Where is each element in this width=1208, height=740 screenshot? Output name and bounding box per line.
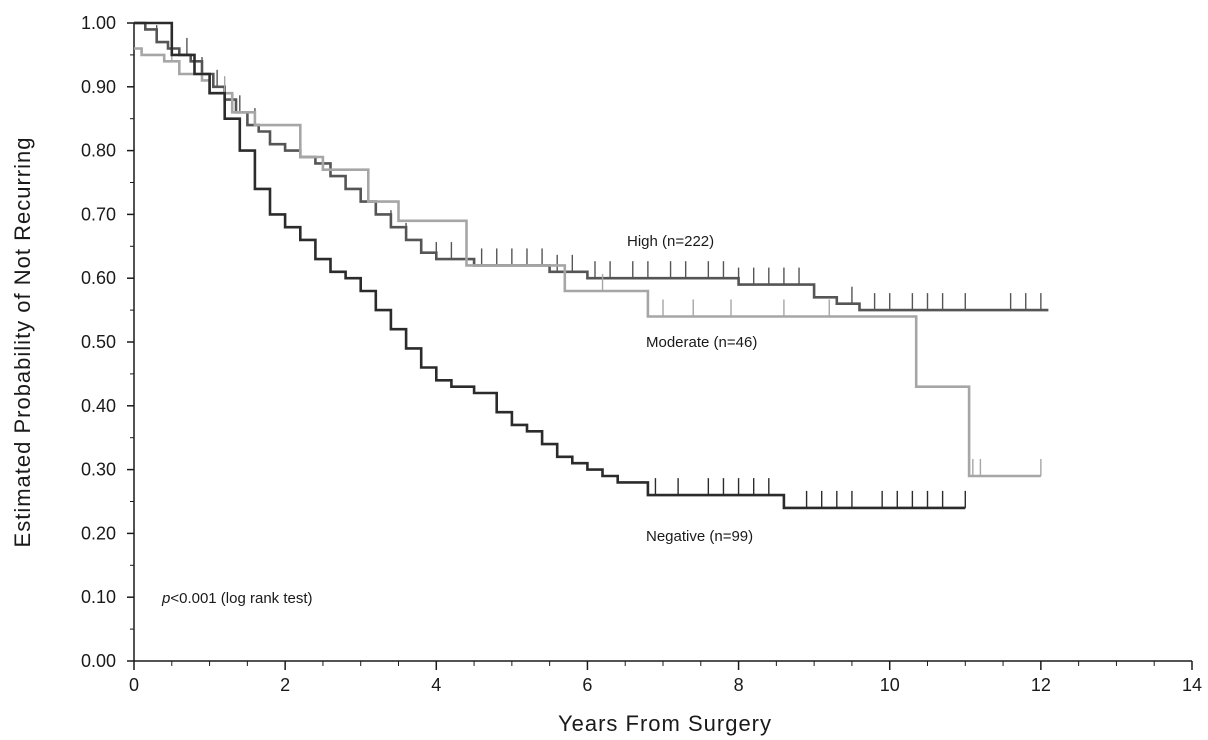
survival-curves [134,21,1049,510]
y-tick-label: 0.10 [81,587,116,607]
x-tick-label: 4 [431,675,441,695]
x-tick-label: 12 [1031,675,1051,695]
p-value-symbol: p [161,590,170,607]
series-label-negative: Negative (n=99) [646,528,753,545]
y-tick-label: 0.90 [81,77,116,97]
y-tick-label: 0.20 [81,523,116,543]
x-tick-label: 2 [280,675,290,695]
x-axis-title: Years From Surgery [558,711,772,736]
y-tick-label: 1.00 [81,13,116,33]
series-label-high: High (n=222) [627,233,714,250]
curve-negative [134,21,966,510]
curve-moderate [134,47,1041,478]
y-tick-label: 0.00 [81,651,116,671]
y-tick-label: 0.80 [81,141,116,161]
y-tick-label: 0.30 [81,460,116,480]
x-tick-label: 14 [1182,675,1202,695]
y-tick-label: 0.70 [81,204,116,224]
x-axis-ticks: 0 2 4 6 8 10 12 14 [129,661,1202,695]
y-tick-label: 0.40 [81,396,116,416]
series-label-moderate: Moderate (n=46) [646,334,757,351]
p-value-text: <0.001 (log rank test) [170,590,312,607]
y-axis-title: Estimated Probability of Not Recurring [10,137,35,548]
x-tick-label: 10 [880,675,900,695]
y-tick-label: 0.60 [81,268,116,288]
y-tick-label: 0.50 [81,332,116,352]
x-tick-label: 6 [582,675,592,695]
x-tick-label: 8 [734,675,744,695]
x-tick-label: 0 [129,675,139,695]
p-value-annotation: p<0.001 (log rank test) [161,590,313,607]
y-axis-ticks: 0.00 0.10 0.20 0.30 0.40 0.50 0.60 0.70 0.80 0.90… [81,13,134,671]
